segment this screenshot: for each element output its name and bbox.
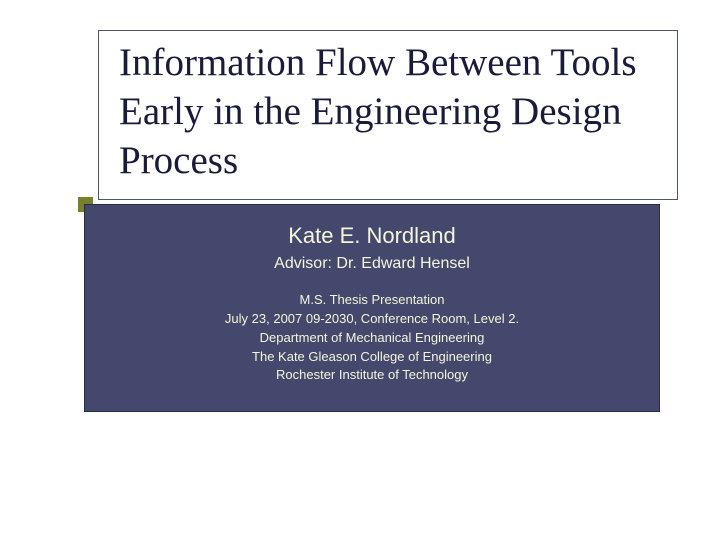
- author-name: Kate E. Nordland: [105, 223, 639, 249]
- slide-title: Information Flow Between Tools Early in …: [119, 39, 657, 185]
- info-container: Kate E. Nordland Advisor: Dr. Edward Hen…: [84, 204, 660, 412]
- detail-line-4: Rochester Institute of Technology: [105, 366, 639, 385]
- advisor-line: Advisor: Dr. Edward Hensel: [105, 255, 639, 273]
- presentation-slide: Information Flow Between Tools Early in …: [0, 0, 720, 540]
- title-container: Information Flow Between Tools Early in …: [98, 30, 678, 200]
- detail-line-2: Department of Mechanical Engineering: [105, 329, 639, 348]
- detail-line-1: July 23, 2007 09-2030, Conference Room, …: [105, 310, 639, 329]
- detail-line-3: The Kate Gleason College of Engineering: [105, 348, 639, 367]
- detail-line-0: M.S. Thesis Presentation: [105, 291, 639, 310]
